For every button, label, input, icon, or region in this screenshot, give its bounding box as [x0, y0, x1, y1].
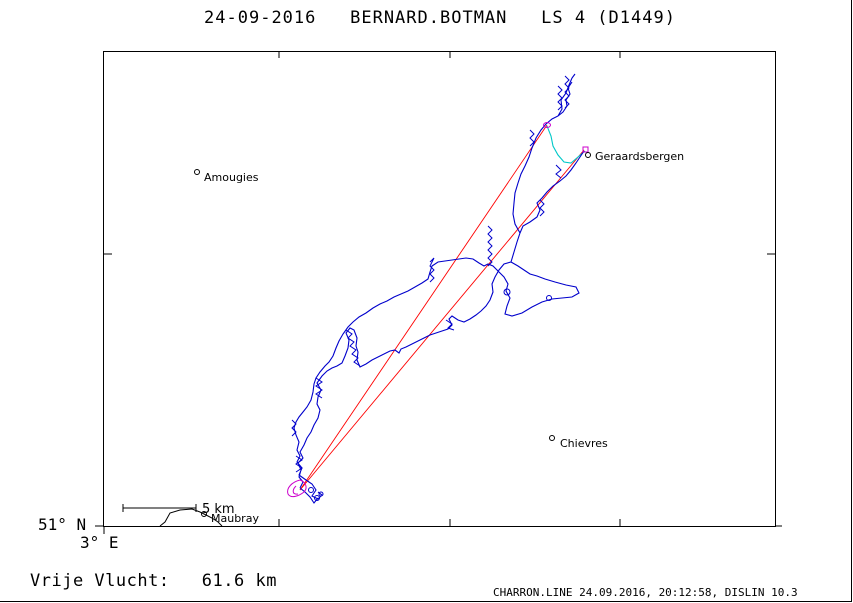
finish-turnpoint-loop	[292, 485, 299, 495]
place-label-amougies: Amougies	[204, 171, 259, 184]
pilot-name: BERNARD.BOTMAN	[350, 8, 508, 28]
turnpoints	[287, 122, 589, 498]
longitude-label: 3° E	[80, 533, 119, 552]
flight-title: 24-09-2016 BERNARD.BOTMAN LS 4 (D1449)	[0, 8, 853, 28]
place-marker-maubray	[201, 511, 207, 517]
axis-ticks	[95, 52, 782, 534]
scale-bar-label: 5 km	[202, 502, 235, 517]
plot-area	[103, 51, 776, 527]
north-turnpoint-marker	[543, 122, 551, 128]
latitude-label: 51° N	[38, 515, 87, 534]
flight-date: 24-09-2016	[204, 8, 317, 28]
place-marker-chievres	[549, 435, 555, 441]
free-flight-distance: Vrije Vlucht: 61.6 km	[30, 571, 277, 591]
task-lines	[299, 124, 585, 491]
flight-track	[293, 73, 585, 504]
place-label-geraardsbergen: Geraardsbergen	[595, 150, 684, 163]
east-turnpoint-marker	[582, 146, 589, 153]
start-turnpoint-loop	[287, 479, 307, 498]
place-markers	[194, 152, 591, 517]
footer-info: CHARRON.LINE 24.09.2016, 20:12:58, DISLI…	[493, 586, 798, 599]
place-marker-amougies	[194, 169, 200, 175]
scale-bar	[122, 504, 197, 512]
distance-label: Vrije Vlucht:	[30, 571, 170, 591]
distance-value: 61.6 km	[201, 571, 277, 591]
glider-id: LS 4 (D1449)	[541, 8, 676, 28]
place-marker-geraardsbergen	[585, 152, 591, 158]
place-label-chievres: Chievres	[560, 437, 608, 450]
final-glide-line	[546, 125, 586, 164]
place-label-maubray: Maubray	[211, 512, 259, 525]
thermal-circles	[291, 75, 570, 501]
